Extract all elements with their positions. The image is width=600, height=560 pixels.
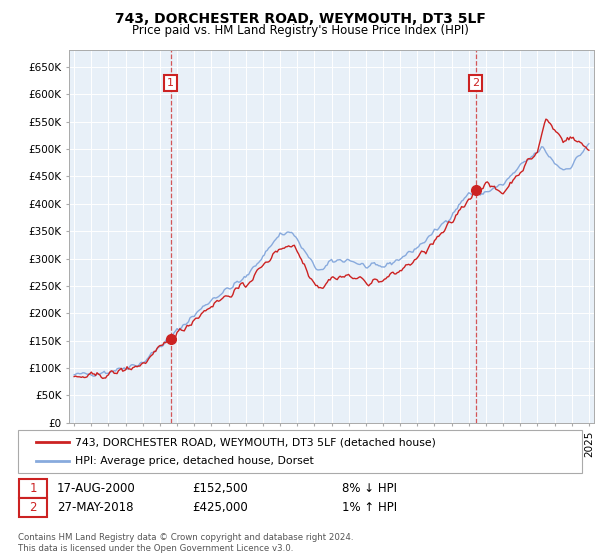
Text: 8% ↓ HPI: 8% ↓ HPI — [342, 482, 397, 495]
Text: 1: 1 — [29, 482, 37, 495]
Text: 27-MAY-2018: 27-MAY-2018 — [57, 501, 133, 515]
Text: 17-AUG-2000: 17-AUG-2000 — [57, 482, 136, 495]
Text: £152,500: £152,500 — [192, 482, 248, 495]
Text: 2: 2 — [472, 78, 479, 88]
Text: HPI: Average price, detached house, Dorset: HPI: Average price, detached house, Dors… — [75, 456, 314, 466]
Text: 1% ↑ HPI: 1% ↑ HPI — [342, 501, 397, 515]
Text: £425,000: £425,000 — [192, 501, 248, 515]
Text: 2: 2 — [29, 501, 37, 515]
Text: 743, DORCHESTER ROAD, WEYMOUTH, DT3 5LF: 743, DORCHESTER ROAD, WEYMOUTH, DT3 5LF — [115, 12, 485, 26]
Text: Price paid vs. HM Land Registry's House Price Index (HPI): Price paid vs. HM Land Registry's House … — [131, 24, 469, 36]
Text: Contains HM Land Registry data © Crown copyright and database right 2024.
This d: Contains HM Land Registry data © Crown c… — [18, 533, 353, 553]
Text: 1: 1 — [167, 78, 174, 88]
Text: 743, DORCHESTER ROAD, WEYMOUTH, DT3 5LF (detached house): 743, DORCHESTER ROAD, WEYMOUTH, DT3 5LF … — [75, 437, 436, 447]
